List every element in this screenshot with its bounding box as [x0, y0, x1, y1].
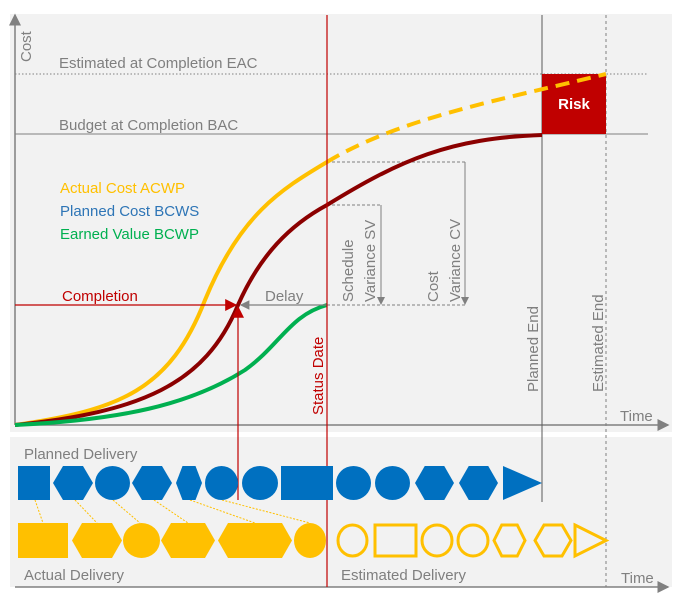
- estimated-delivery-label: Estimated Delivery: [341, 567, 467, 584]
- y-axis-label: Cost: [18, 30, 35, 62]
- estimated-delivery-hexagon: [533, 523, 573, 558]
- estimated-delivery-hexagon: [492, 523, 527, 558]
- sv-label-2: Variance SV: [362, 220, 379, 302]
- delivery-shapes: [18, 466, 610, 559]
- estimated-end-label: Estimated End: [590, 294, 607, 392]
- actual-delivery-hexagon: [72, 523, 122, 558]
- actual-delivery-hexagon: [218, 523, 292, 558]
- actual-delivery-square: [18, 523, 68, 558]
- actual-delivery-hexagon: [161, 523, 215, 558]
- actual-cost-forecast-curve: [325, 72, 607, 164]
- x-axis-label-bottom: Time: [621, 570, 654, 587]
- completion-label: Completion: [62, 288, 138, 305]
- actual-cost-curve: [14, 160, 329, 427]
- x-axis-label: Time: [620, 408, 653, 425]
- planned-delivery-hexagon: [176, 466, 202, 500]
- cv-label-1: Cost: [425, 270, 442, 302]
- risk-label: Risk: [558, 96, 590, 113]
- legend-actual: Actual Cost ACWP: [60, 180, 185, 197]
- estimated-delivery-circle: [336, 523, 369, 558]
- sv-label-1: Schedule: [340, 239, 357, 302]
- planned-delivery-circle: [205, 466, 238, 500]
- planned-delivery-square: [18, 466, 50, 500]
- planned-delivery-hexagon: [459, 466, 498, 500]
- estimated-delivery-triangle: [573, 522, 610, 559]
- planned-end-label: Planned End: [525, 306, 542, 392]
- earned-value-curve: [14, 303, 328, 427]
- legend-planned: Planned Cost BCWS: [60, 203, 199, 220]
- estimated-delivery-rectangle: [373, 523, 418, 558]
- actual-delivery-circle: [123, 523, 160, 558]
- bac-label: Budget at Completion BAC: [59, 117, 238, 134]
- planned-delivery-label: Planned Delivery: [24, 446, 138, 463]
- planned-delivery-circle: [242, 466, 278, 500]
- delivery-panel: [10, 437, 672, 587]
- planned-delivery-circle: [336, 466, 371, 500]
- estimated-delivery-circle: [456, 523, 490, 558]
- estimated-delivery-circle: [420, 523, 454, 558]
- planned-cost-curve: [14, 133, 543, 427]
- delay-label: Delay: [265, 288, 304, 305]
- planned-delivery-circle: [95, 466, 130, 500]
- planned-delivery-hexagon: [132, 466, 172, 500]
- planned-delivery-circle: [375, 466, 410, 500]
- planned-delivery-rectangle: [281, 466, 333, 500]
- legend-earned: Earned Value BCWP: [60, 226, 199, 243]
- planned-delivery-hexagon: [53, 466, 93, 500]
- status-date-label: Status Date: [310, 337, 327, 415]
- cv-label-2: Variance CV: [447, 219, 464, 302]
- eac-label: Estimated at Completion EAC: [59, 55, 258, 72]
- planned-delivery-hexagon: [415, 466, 454, 500]
- delivery-connectors: [34, 499, 311, 524]
- planned-delivery-triangle: [503, 466, 542, 500]
- actual-delivery-circle: [294, 523, 326, 558]
- risk-box: [542, 74, 606, 134]
- actual-delivery-label: Actual Delivery: [24, 567, 125, 584]
